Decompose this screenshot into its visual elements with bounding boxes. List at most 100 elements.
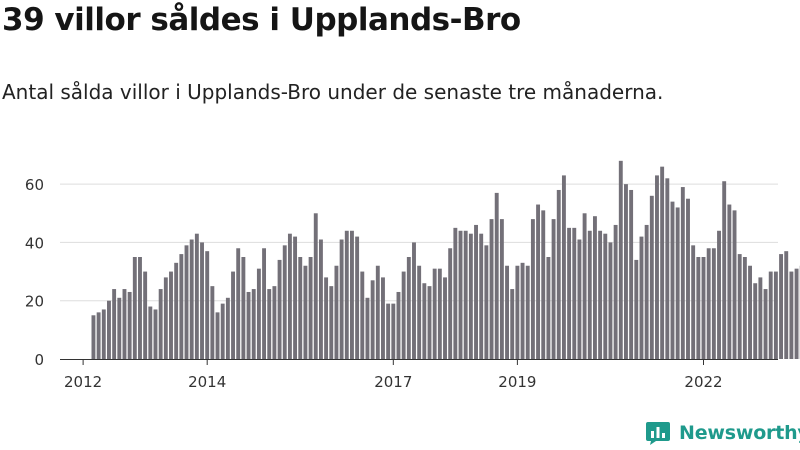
bar	[686, 198, 690, 359]
bar	[375, 265, 380, 359]
bar	[494, 192, 499, 359]
bar	[773, 271, 778, 359]
bar	[350, 230, 354, 359]
bar	[122, 289, 127, 359]
bar	[577, 239, 582, 359]
bar	[479, 233, 484, 359]
newsworthy-logo: Newsworthy	[645, 420, 800, 446]
bar	[174, 262, 179, 359]
bar	[153, 309, 158, 359]
bar	[256, 268, 261, 359]
bar	[365, 297, 370, 359]
newsworthy-logo-text: Newsworthy	[679, 422, 800, 444]
bar	[701, 257, 706, 359]
bar	[665, 178, 670, 359]
bar	[329, 286, 334, 359]
bar	[127, 291, 132, 359]
bar	[169, 271, 173, 359]
bar	[680, 187, 685, 359]
bar	[722, 181, 727, 359]
bar	[572, 227, 577, 359]
bar	[339, 239, 344, 359]
bar	[282, 245, 287, 359]
bar	[427, 286, 432, 359]
bar	[267, 289, 272, 359]
bar	[649, 195, 654, 359]
bar	[706, 248, 711, 359]
bar	[117, 297, 122, 359]
bar	[453, 227, 458, 359]
bar	[753, 283, 758, 359]
bar	[391, 303, 396, 359]
bar	[370, 280, 375, 359]
bar	[422, 283, 427, 359]
bar	[768, 271, 773, 359]
bar	[251, 289, 256, 359]
bar	[525, 265, 530, 359]
bar	[541, 210, 546, 359]
bar	[546, 257, 551, 359]
bar	[789, 271, 794, 359]
bar	[582, 213, 587, 359]
bar	[158, 289, 163, 359]
bar	[308, 257, 313, 359]
bar	[737, 254, 742, 359]
bar	[691, 245, 696, 359]
bar	[732, 210, 737, 359]
bar	[608, 242, 613, 359]
bar	[551, 219, 556, 359]
bar	[468, 233, 473, 359]
bar	[179, 254, 184, 359]
bar	[644, 224, 649, 359]
bar	[200, 242, 204, 359]
bar	[748, 265, 752, 359]
bar	[624, 184, 628, 359]
bar	[220, 303, 225, 359]
bar	[194, 233, 199, 359]
bar	[717, 230, 721, 359]
bar	[675, 207, 680, 359]
bar	[210, 286, 215, 359]
bar	[618, 160, 623, 359]
y-tick-label: 40	[25, 234, 44, 252]
bar	[355, 236, 360, 359]
bar	[101, 309, 106, 359]
bar	[412, 242, 416, 359]
bar	[448, 248, 453, 359]
bar	[629, 189, 634, 359]
chart-title: 39 villor såldes i Upplands-Bro	[2, 2, 521, 38]
bar	[742, 257, 747, 359]
bar	[505, 265, 509, 359]
bar	[272, 286, 277, 359]
y-tick-label: 0	[34, 351, 44, 369]
bar	[148, 306, 153, 359]
x-tick-label: 2012	[64, 373, 102, 391]
bar	[215, 312, 220, 359]
bar	[262, 248, 267, 359]
bar	[293, 236, 298, 359]
bar	[711, 248, 716, 359]
bar	[639, 236, 644, 359]
bar	[236, 248, 241, 359]
bar	[298, 257, 303, 359]
bar	[463, 230, 468, 359]
bar	[417, 265, 422, 359]
bar	[318, 239, 323, 359]
bar	[603, 233, 608, 359]
bar	[655, 175, 659, 359]
bar	[138, 257, 142, 359]
bar	[241, 257, 246, 359]
bar	[360, 271, 365, 359]
bar	[386, 303, 391, 359]
bar	[489, 219, 494, 359]
y-tick-label: 20	[25, 293, 44, 311]
bar	[561, 175, 566, 359]
x-axis-ticks: 201220142017201920222024	[64, 359, 723, 391]
bar	[634, 259, 639, 359]
bar	[660, 166, 665, 359]
bar	[763, 289, 768, 359]
bar	[132, 257, 137, 359]
bar	[758, 277, 763, 359]
bar	[324, 277, 329, 359]
